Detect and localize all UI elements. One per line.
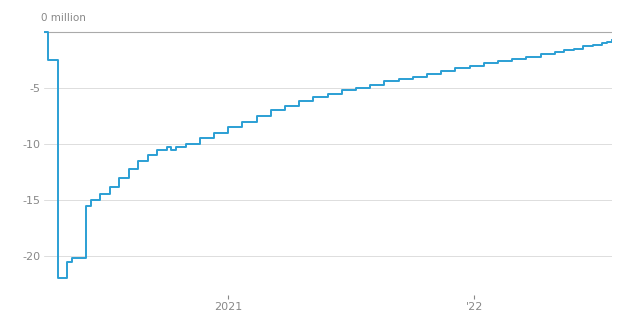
Text: 0 million: 0 million — [41, 13, 85, 23]
